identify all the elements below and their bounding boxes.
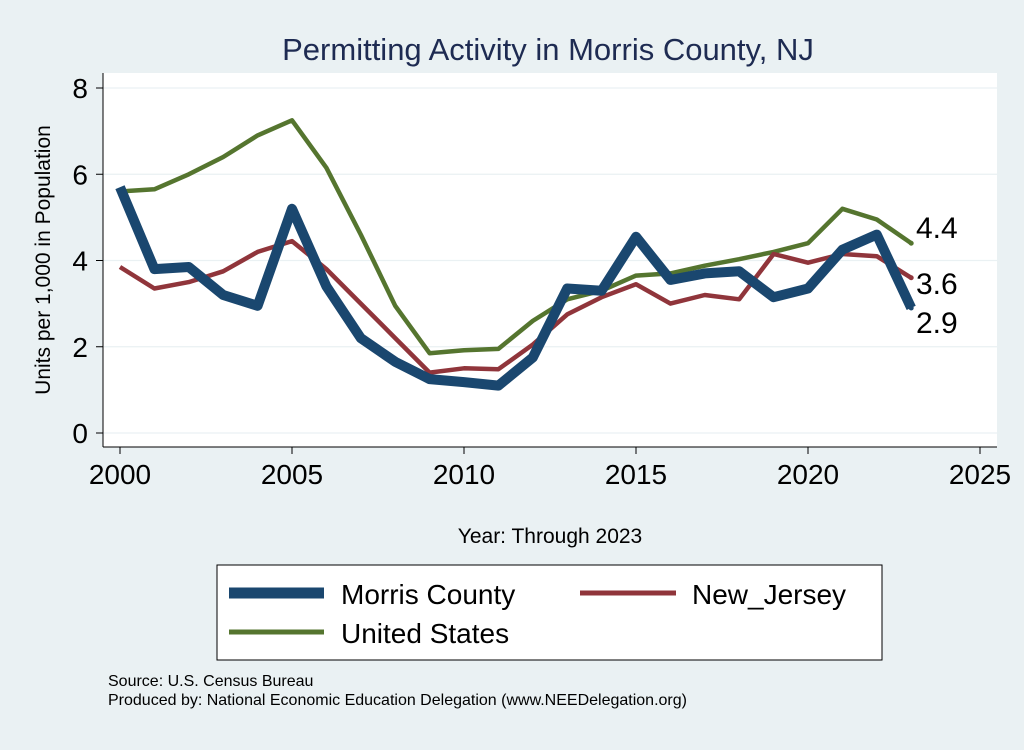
y-tick-label: 0	[72, 418, 88, 449]
end-labels: 2.9 3.6 4.4	[916, 212, 958, 340]
y-tick-label: 8	[72, 73, 88, 104]
series-lines	[115, 118, 916, 391]
series-line-new-jersey	[118, 238, 913, 375]
x-tick-label: 2015	[605, 459, 667, 490]
end-label: 2.9	[916, 307, 958, 340]
legend-label-morris-county: Morris County	[341, 579, 515, 610]
chart-title: Permitting Activity in Morris County, NJ	[282, 32, 814, 67]
legend: Morris County New_Jersey United States	[216, 564, 883, 661]
x-tick-label: 2010	[433, 459, 495, 490]
y-tick-label: 4	[72, 246, 88, 277]
series-line-united-states	[119, 118, 913, 356]
x-tick-label: 2000	[89, 459, 151, 490]
series-end-point	[908, 275, 914, 281]
legend-label-united-states: United States	[341, 618, 509, 649]
y-axis-title: Units per 1,000 in Population	[32, 125, 55, 395]
y-tick-label: 2	[72, 332, 88, 363]
end-label: 4.4	[916, 212, 958, 245]
x-tick-label: 2025	[949, 459, 1011, 490]
gridlines	[103, 87, 997, 434]
y-axis-ticks: 0 2 4 6 8	[72, 73, 103, 449]
source-note: Source: U.S. Census Bureau	[108, 673, 314, 690]
y-tick-label: 6	[72, 159, 88, 190]
series-end-point	[908, 305, 914, 311]
x-axis-title: Year: Through 2023	[458, 525, 643, 548]
legend-label-new-jersey: New_Jersey	[692, 579, 846, 610]
series-line-morris-county	[115, 185, 916, 391]
producer-note: Produced by: National Economic Education…	[108, 692, 687, 709]
legend-box	[216, 564, 883, 661]
x-tick-label: 2020	[777, 459, 839, 490]
end-label: 3.6	[916, 268, 958, 301]
x-axis-ticks: 2000 2005 2010 2015 2020 2025	[89, 447, 1011, 490]
series-end-point	[908, 240, 914, 246]
x-tick-label: 2005	[261, 459, 323, 490]
